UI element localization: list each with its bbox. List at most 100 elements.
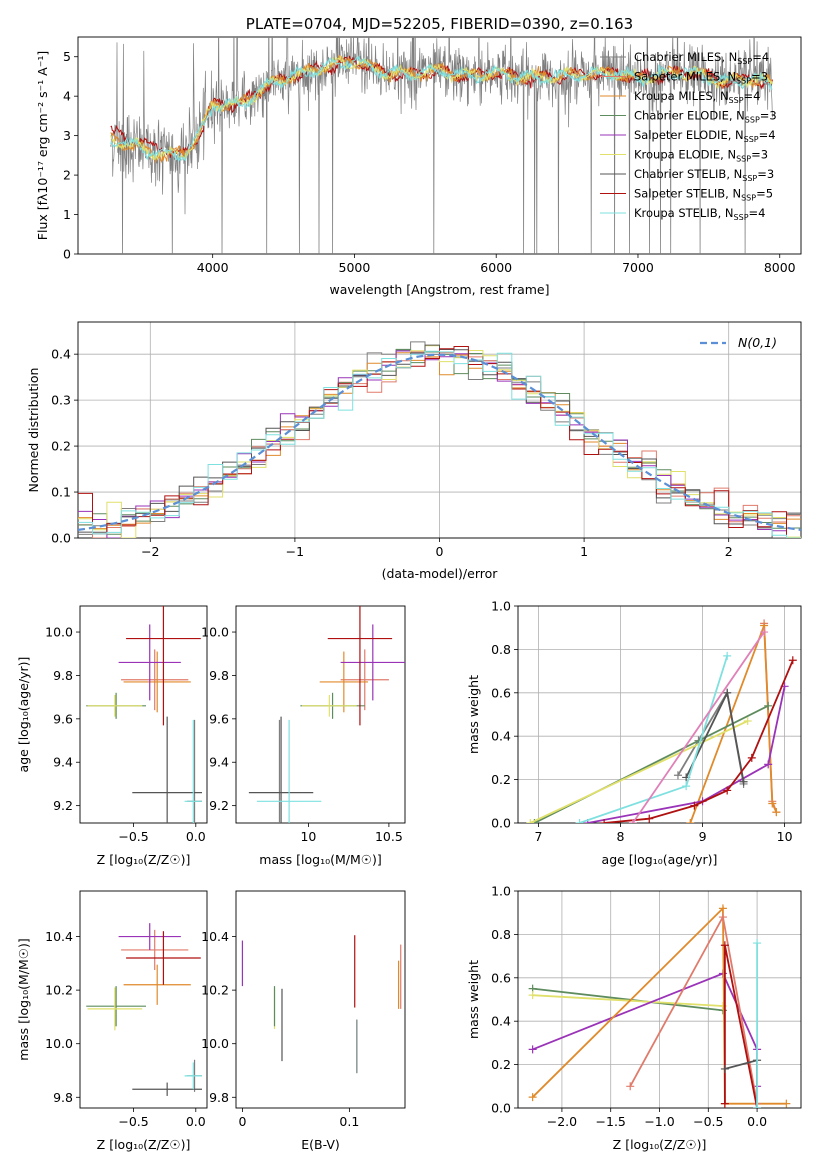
axes-frame	[79, 890, 208, 1109]
tspan: SSP	[742, 174, 757, 183]
tspan: Kroupa STELIB, N	[634, 206, 734, 220]
x-tick-label: −0.5	[118, 1114, 148, 1129]
x-tick-label: −0.5	[118, 829, 148, 844]
y-tick-label: 9.2	[53, 798, 73, 813]
y-tick-label: 5	[63, 49, 71, 64]
y-tick-label: 0.4	[491, 729, 511, 744]
weight-marker-salpeter_stelib	[645, 814, 654, 823]
y-tick-label: 9.2	[209, 798, 229, 813]
weight-marker-kroupa_elodie	[528, 991, 537, 1000]
x-tick-label: 1	[580, 544, 588, 559]
x-tick-label: 0.0	[186, 1114, 206, 1129]
tspan: =4	[759, 128, 776, 142]
y-tick-label: 10.2	[201, 983, 229, 998]
histogram-chabrier_stelib	[78, 344, 801, 538]
weight-marker-salpeter_stelib	[600, 819, 609, 823]
y-tick-label: 0.3	[51, 393, 71, 408]
errorbars	[248, 606, 405, 823]
tspan: Chabrier MILES, N	[634, 50, 737, 64]
weight-lines	[528, 904, 791, 1108]
legend-entry-kroupa_elodie: Kroupa ELODIE, NSSP=3	[634, 148, 768, 164]
weight-marker-kroupa_elodie	[526, 819, 535, 823]
y-tick-label: 0.2	[51, 439, 71, 454]
y-tick-label: 0.8	[491, 927, 511, 942]
x-tick-label: 6000	[480, 260, 512, 275]
y-tick-label: 10.4	[45, 929, 73, 944]
y-axis-label: age [log₁₀(age/yr)]	[16, 657, 31, 773]
weight-marker-kroupa_miles	[528, 1093, 537, 1102]
tspan: =3	[760, 109, 777, 123]
y-tick-label: 1.0	[491, 884, 511, 899]
y-tick-label: 0.0	[51, 531, 71, 546]
weight-line-kroupa_miles	[689, 625, 778, 823]
tspan: Kroupa ELODIE, N	[634, 148, 736, 162]
x-axis-label: (data-model)/error	[382, 566, 499, 581]
tspan: SSP	[745, 116, 760, 125]
x-tick-label: −1	[286, 544, 304, 559]
legend-entry-salpeter_elodie: Salpeter ELODIE, NSSP=4	[634, 128, 776, 144]
weight-marker-kroupa_stelib	[723, 651, 732, 660]
legend-entry-chabrier_stelib: Chabrier STELIB, NSSP=3	[634, 167, 774, 183]
axes-frame	[517, 605, 802, 824]
legend-entry-kroupa_miles: Kroupa MILES, NSSP=4	[634, 89, 760, 105]
weight-line-kroupa_elodie	[529, 720, 749, 823]
weight-lines	[526, 619, 797, 823]
x-axis-label: wavelength [Angstrom, rest frame]	[329, 282, 549, 297]
weight-marker-salpeter_elodie	[528, 1045, 537, 1054]
model-spectrum-kroupa_stelib	[110, 55, 773, 163]
x-axis-label: E(B-V)	[301, 1137, 340, 1152]
legend-entry-salpeter_stelib: Salpeter STELIB, NSSP=5	[634, 187, 773, 203]
tspan: SSP	[736, 77, 751, 86]
axes-frame	[235, 890, 406, 1109]
x-tick-label: −2.0	[547, 1114, 577, 1129]
y-tick-label: 3	[63, 128, 71, 143]
weight-marker-kroupa_miles	[782, 1099, 791, 1108]
y-tick-label: 0.8	[491, 642, 511, 657]
weight-marker-salpeter_stelib	[690, 801, 699, 810]
x-axis-label: mass [log₁₀(M/M☉)]	[259, 852, 381, 867]
tspan: =3	[757, 167, 774, 181]
x-tick-label: 5000	[339, 260, 371, 275]
weight-marker-kroupa_miles	[686, 819, 695, 823]
weight-marker-salpeter_miles	[718, 913, 727, 922]
y-tick-label: 9.8	[53, 1090, 73, 1105]
weight-marker-salpeter_miles	[626, 1082, 635, 1091]
legend-entry-gaussian: N(0,1)	[738, 335, 777, 350]
weight-marker-chabrier_elodie	[764, 701, 773, 710]
errorbars	[86, 923, 203, 1096]
x-tick-label: 8000	[764, 260, 796, 275]
weight-line-salpeter_stelib	[724, 945, 758, 1108]
tspan: Salpeter ELODIE, N	[634, 128, 744, 142]
x-tick-label: 7000	[622, 260, 654, 275]
tspan: =3	[751, 148, 768, 162]
weight-marker-salpeter_miles_pink	[628, 819, 637, 823]
y-axis-label: mass [log₁₀(M/M☉)]	[16, 938, 31, 1060]
tspan: Salpeter MILES, N	[634, 70, 736, 84]
y-tick-label: 10.4	[201, 929, 229, 944]
weight-marker-salpeter_stelib	[747, 753, 756, 762]
tspan: SSP	[737, 57, 752, 66]
spectrum-lines	[110, 37, 773, 254]
x-tick-label: 2	[725, 544, 733, 559]
axes-frame	[77, 321, 802, 539]
y-axis-label: Normed distribution	[26, 368, 41, 493]
weight-marker-chabrier_stelib	[739, 777, 748, 786]
y-tick-label: 10.0	[45, 625, 73, 640]
x-tick-label: 9	[699, 829, 707, 844]
gaussian-curve	[78, 353, 801, 531]
weight-marker-kroupa_miles	[768, 799, 777, 808]
x-tick-label: 7	[535, 829, 543, 844]
x-axis-label: Z [log₁₀(Z/Z☉)]	[613, 1137, 707, 1152]
tspan: SSP	[729, 96, 744, 105]
tspan: =5	[756, 187, 773, 201]
weight-marker-salpeter_stelib	[788, 656, 797, 665]
x-tick-label: 10	[777, 829, 793, 844]
weight-marker-salpeter_elodie	[764, 760, 773, 769]
y-tick-label: 0.4	[51, 347, 71, 362]
weight-marker-kroupa_elodie	[743, 717, 752, 726]
tspan: =4	[749, 206, 766, 220]
histograms	[78, 341, 801, 538]
x-axis-label: Z [log₁₀(Z/Z☉)]	[97, 852, 191, 867]
x-axis-label: Z [log₁₀(Z/Z☉)]	[97, 1137, 191, 1152]
